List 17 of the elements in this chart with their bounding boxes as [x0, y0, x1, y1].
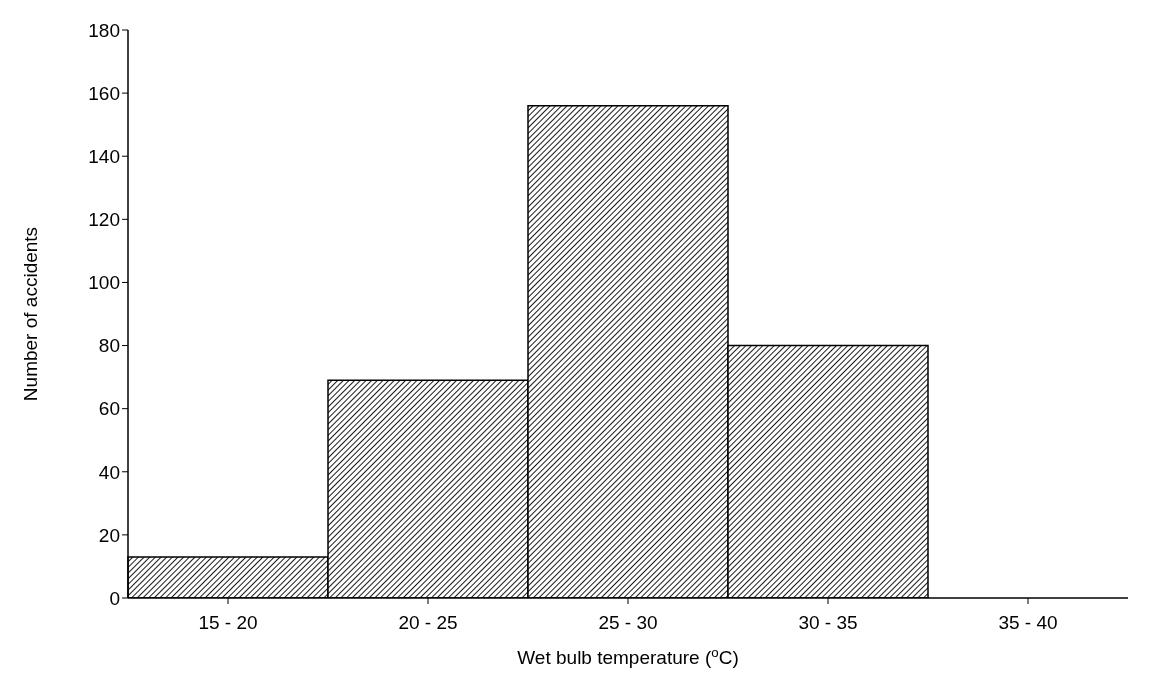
y-tick-label: 100 — [88, 272, 120, 294]
x-tick-label: 30 - 35 — [798, 612, 858, 634]
x-tick-label: 25 - 30 — [598, 612, 658, 634]
y-tick-label: 180 — [88, 19, 120, 41]
y-tick-label: 160 — [88, 82, 120, 104]
y-tick-label: 140 — [88, 145, 120, 167]
y-tick-label: 80 — [98, 335, 120, 357]
y-tick-label: 0 — [109, 587, 120, 609]
y-tick-label: 60 — [98, 398, 120, 420]
x-axis-title: Wet bulb temperature ($^{o}$C) — [517, 644, 739, 668]
y-tick-label: 20 — [98, 524, 120, 546]
y-axis-title: Number of accidents — [20, 226, 42, 402]
x-tick-label: 35 - 40 — [998, 612, 1058, 634]
y-tick-label: 40 — [98, 461, 120, 483]
y-tick-label: 120 — [88, 209, 120, 231]
x-tick-label: 20 - 25 — [398, 612, 458, 634]
x-tick-label: 15 - 20 — [198, 612, 258, 634]
